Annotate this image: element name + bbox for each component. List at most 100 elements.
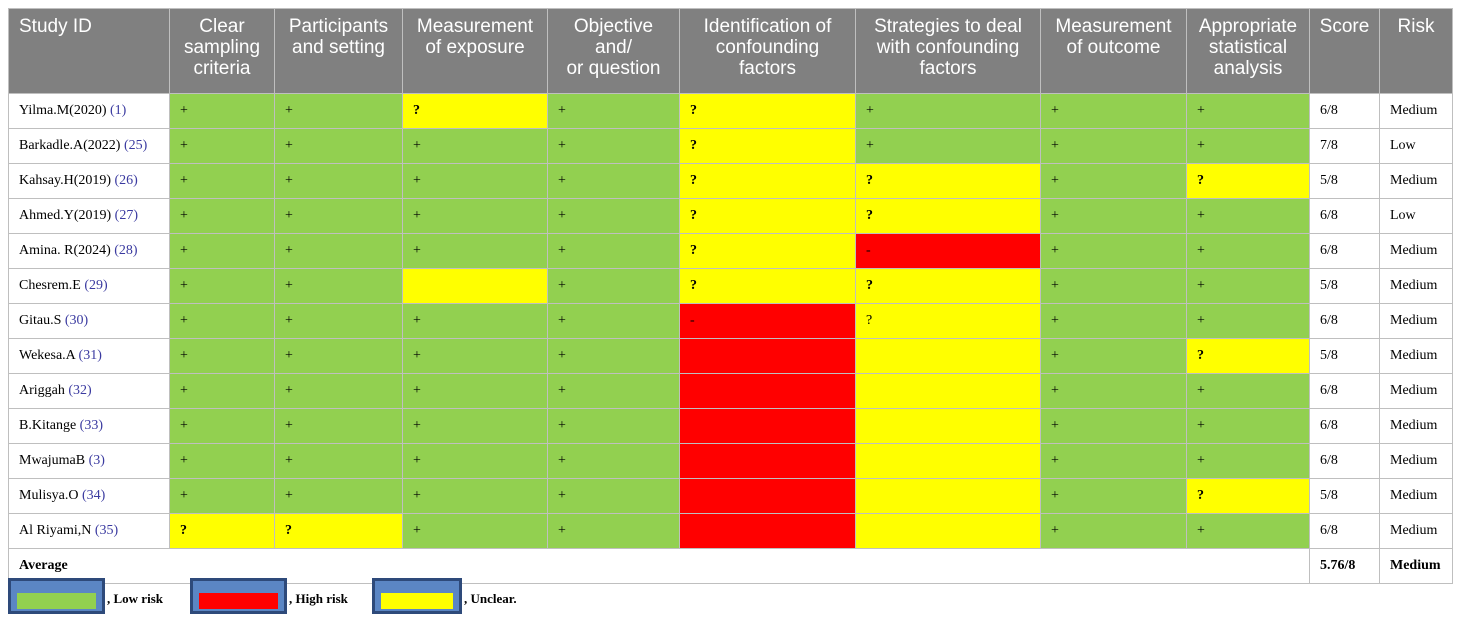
score-cell: 6/8 [1309,373,1380,409]
citation-link[interactable]: (34) [82,488,106,503]
citation-link[interactable]: (3) [88,453,105,468]
assessment-cell: ? [679,233,856,269]
assessment-cell: ? [679,93,856,129]
assessment-cell: + [547,443,680,479]
assessment-cell: + [1186,128,1310,164]
average-score: 5.76/8 [1309,548,1380,584]
assessment-cell: + [1040,198,1187,234]
study-id-cell: Kahsay.H(2019) (26) [8,163,170,199]
column-header: Objective and/ or question [547,8,680,94]
score-cell: 5/8 [1309,338,1380,374]
assessment-cell: ? [1186,163,1310,199]
citation-link[interactable]: (27) [114,208,138,223]
assessment-cell: + [169,303,275,339]
assessment-cell: + [1040,338,1187,374]
assessment-cell: + [274,443,403,479]
assessment-cell: + [274,373,403,409]
assessment-cell: + [402,163,548,199]
table-row: Wekesa.A (31) + + + + +? 5/8 Medium [8,338,1453,374]
assessment-cell: + [274,233,403,269]
citation-link[interactable]: (32) [68,383,92,398]
assessment-cell: ? [855,163,1041,199]
assessment-cell: + [169,373,275,409]
legend-label: , Low risk [107,591,163,606]
assessment-cell: + [547,163,680,199]
study-id-cell: Yilma.M(2020) (1) [8,93,170,129]
assessment-cell: + [1040,268,1187,304]
citation-link[interactable]: (29) [84,278,108,293]
assessment-cell: + [547,233,680,269]
risk-of-bias-table-container: Study ID Clear sampling criteria Participa… [8,8,1453,584]
citation-link[interactable]: (30) [64,313,89,328]
assessment-cell: + [402,443,548,479]
assessment-cell [855,408,1041,444]
citation-link[interactable]: (28) [114,243,138,258]
assessment-cell: + [402,338,548,374]
column-header: Study ID [8,8,170,94]
assessment-cell: + [274,128,403,164]
table-row: Chesrem.E (29) + + +?? + +5/8 Medium [8,268,1453,304]
score-cell: 6/8 [1309,408,1380,444]
assessment-cell [679,513,856,549]
legend-swatch-frame [190,578,287,614]
citation-link[interactable]: (26) [114,173,138,188]
score-cell: 5/8 [1309,268,1380,304]
assessment-cell [679,338,856,374]
assessment-cell: + [1040,303,1187,339]
risk-of-bias-table: Study ID Clear sampling criteria Participa… [8,8,1453,584]
assessment-cell: + [547,513,680,549]
assessment-cell: + [547,373,680,409]
assessment-cell: ? [855,268,1041,304]
study-name: Amina. R(2024) [19,243,115,258]
table-row: B.Kitange (33) + + + + + +6/8 Medium [8,408,1453,444]
assessment-cell: + [169,233,275,269]
study-name: Wekesa.A [19,348,79,363]
column-header: Identification of confounding factors [679,8,856,94]
assessment-cell: + [1040,233,1187,269]
risk-cell: Medium [1379,478,1453,514]
average-risk: Medium [1379,548,1453,584]
study-name: Mulisya.O [19,488,82,503]
score-cell: 6/8 [1309,443,1380,479]
citation-link[interactable]: (25) [123,138,148,153]
study-name: B.Kitange [19,418,80,433]
assessment-cell: + [402,373,548,409]
citation-link[interactable]: (33) [79,418,103,433]
citation-link[interactable]: (1) [110,103,127,118]
risk-cell: Medium [1379,373,1453,409]
assessment-cell: + [1186,268,1310,304]
score-cell: 5/8 [1309,163,1380,199]
table-row: Mulisya.O (34) + + + + +? 5/8 Medium [8,478,1453,514]
legend-swatch-frame [8,578,105,614]
study-id-cell: Ahmed.Y(2019) (27) [8,198,170,234]
study-id-cell: MwajumaB (3) [8,443,170,479]
study-name: Ariggah [19,383,69,398]
citation-link[interactable]: (31) [78,348,102,363]
table-row: Ahmed.Y(2019) (27) + + + +?? + +6/8 Low [8,198,1453,234]
column-header: Appropriate statistical analysis [1186,8,1310,94]
risk-cell: Medium [1379,303,1453,339]
citation-link[interactable]: (35) [94,523,119,538]
risk-cell: Medium [1379,443,1453,479]
assessment-cell [855,513,1041,549]
assessment-cell: ? [679,163,856,199]
score-cell: 6/8 [1309,513,1380,549]
assessment-cell [679,373,856,409]
table-row: Yilma.M(2020) (1) + +? +? + + +6/8 Medium [8,93,1453,129]
assessment-cell: + [274,408,403,444]
assessment-cell: + [169,408,275,444]
study-id-cell: Ariggah (32) [8,373,170,409]
study-id-cell: Barkadle.A(2022) (25) [8,128,170,164]
column-header: Clear sampling criteria [169,8,275,94]
table-row: Ariggah (32) + + + + + +6/8 Medium [8,373,1453,409]
study-name: Kahsay.H(2019) [19,173,115,188]
column-header: Measurement of exposure [402,8,548,94]
assessment-cell: + [547,268,680,304]
assessment-cell: + [547,478,680,514]
column-header: Measurement of outcome [1040,8,1187,94]
assessment-cell: + [1186,93,1310,129]
study-id-cell: Gitau.S (30) [8,303,170,339]
risk-cell: Medium [1379,93,1453,129]
score-cell: 6/8 [1309,233,1380,269]
assessment-cell: + [1186,443,1310,479]
